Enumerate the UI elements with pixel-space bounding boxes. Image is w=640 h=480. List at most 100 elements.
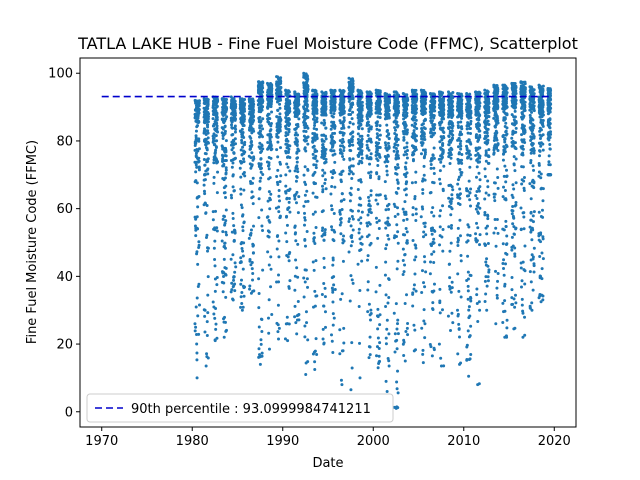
data-point bbox=[296, 242, 300, 246]
data-point bbox=[332, 120, 336, 124]
data-point bbox=[492, 231, 496, 235]
data-point bbox=[261, 229, 265, 233]
data-point bbox=[459, 254, 463, 257]
data-point bbox=[466, 277, 470, 281]
data-point bbox=[478, 91, 482, 95]
data-point bbox=[424, 270, 428, 274]
data-point bbox=[266, 141, 270, 145]
data-point bbox=[451, 133, 455, 137]
data-point bbox=[395, 178, 399, 182]
data-point bbox=[378, 193, 382, 197]
data-point bbox=[277, 210, 281, 214]
data-point bbox=[413, 195, 417, 199]
data-point bbox=[396, 212, 400, 216]
data-point bbox=[378, 283, 382, 287]
data-point bbox=[402, 270, 406, 274]
data-point bbox=[386, 233, 390, 237]
data-point bbox=[275, 115, 279, 119]
data-point bbox=[450, 224, 454, 228]
data-point bbox=[324, 100, 328, 104]
data-point bbox=[450, 193, 454, 197]
data-point bbox=[367, 199, 371, 203]
data-point bbox=[349, 388, 353, 392]
data-point bbox=[221, 290, 225, 294]
data-point bbox=[297, 99, 301, 103]
data-point bbox=[339, 172, 343, 176]
data-point bbox=[261, 86, 265, 90]
data-point bbox=[197, 101, 201, 105]
data-point bbox=[356, 262, 360, 266]
data-point bbox=[342, 105, 346, 109]
data-point bbox=[314, 259, 318, 263]
data-point bbox=[383, 194, 387, 198]
data-point bbox=[223, 112, 227, 116]
data-point bbox=[347, 250, 351, 254]
data-point bbox=[376, 236, 380, 240]
data-point bbox=[203, 314, 207, 318]
data-point bbox=[306, 87, 310, 91]
data-point bbox=[332, 316, 336, 320]
data-point bbox=[459, 147, 463, 151]
data-point bbox=[331, 290, 335, 294]
data-point bbox=[396, 163, 400, 167]
data-point bbox=[469, 157, 473, 161]
data-point bbox=[441, 150, 445, 154]
data-point bbox=[314, 166, 318, 170]
data-point bbox=[433, 123, 437, 127]
data-point bbox=[342, 239, 346, 243]
data-point bbox=[284, 191, 288, 195]
data-point bbox=[376, 202, 380, 206]
data-point bbox=[442, 364, 446, 368]
data-point bbox=[267, 230, 271, 234]
data-point bbox=[447, 143, 451, 147]
data-point bbox=[259, 162, 263, 166]
data-point bbox=[321, 188, 325, 192]
data-point bbox=[413, 197, 417, 201]
data-point bbox=[366, 288, 370, 292]
data-point bbox=[304, 373, 308, 377]
data-point bbox=[323, 178, 327, 182]
data-point bbox=[448, 276, 452, 280]
data-point bbox=[378, 133, 382, 137]
data-point bbox=[331, 312, 335, 316]
data-point bbox=[386, 128, 390, 132]
data-point bbox=[384, 143, 388, 147]
data-point bbox=[223, 246, 227, 250]
data-point bbox=[197, 246, 201, 250]
data-point bbox=[474, 207, 478, 211]
data-point bbox=[340, 292, 344, 296]
data-point bbox=[284, 184, 288, 188]
data-point bbox=[351, 79, 355, 83]
data-point bbox=[233, 124, 237, 128]
data-point bbox=[294, 201, 298, 205]
data-point bbox=[397, 111, 401, 115]
data-point bbox=[457, 175, 461, 179]
data-point bbox=[487, 110, 491, 114]
data-point bbox=[485, 284, 489, 288]
data-point bbox=[285, 214, 289, 218]
data-point bbox=[206, 103, 210, 107]
data-point bbox=[277, 337, 281, 341]
data-point bbox=[260, 351, 264, 355]
data-point bbox=[449, 153, 453, 157]
data-point bbox=[466, 297, 470, 301]
data-point bbox=[257, 216, 261, 220]
data-point bbox=[224, 139, 228, 143]
data-point bbox=[229, 193, 233, 197]
data-point bbox=[447, 262, 451, 266]
data-point bbox=[224, 273, 228, 277]
data-point bbox=[478, 243, 482, 247]
data-point bbox=[324, 105, 328, 109]
data-point bbox=[333, 152, 337, 156]
data-point bbox=[368, 204, 372, 208]
data-point bbox=[276, 182, 280, 186]
data-point bbox=[476, 202, 480, 205]
data-point bbox=[215, 104, 219, 108]
data-point bbox=[429, 166, 433, 170]
data-point bbox=[342, 131, 346, 135]
data-point bbox=[234, 102, 238, 106]
data-point bbox=[487, 148, 491, 152]
data-point bbox=[396, 149, 400, 153]
data-point bbox=[313, 241, 317, 245]
data-point bbox=[487, 122, 491, 126]
